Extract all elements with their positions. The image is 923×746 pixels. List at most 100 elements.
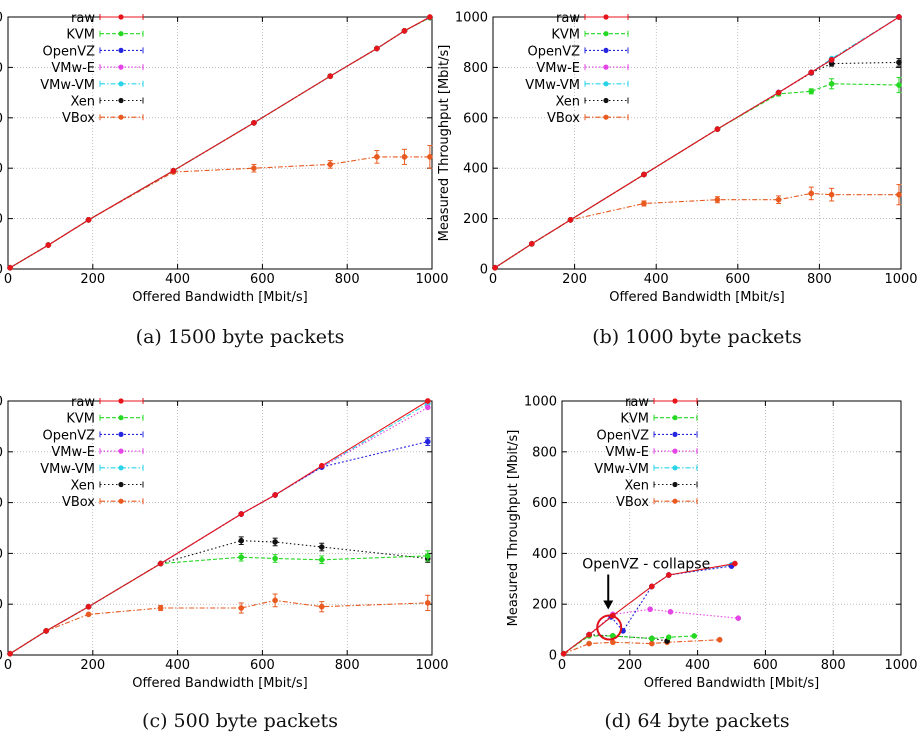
data-point [896,59,902,66]
data-point [492,264,498,271]
x-tick-label: 0 [558,658,566,673]
x-tick-label: 800 [807,272,832,287]
y-tick-label: 1000 [0,395,3,410]
legend-marker [672,481,678,488]
data-point [424,553,431,559]
x-tick-label: 400 [165,658,190,673]
chart-panel-c: 0 200 400 600 800 1000 0 200 400 600 800 1000 Offere… [0,395,449,733]
data-point [828,56,835,63]
data-point [586,640,592,647]
chart-panel-d: 0 200 400 600 800 1000 0 200 400 600 800 1000 Offere… [506,395,918,733]
legend-label: VBox [616,495,649,510]
data-point [318,556,325,563]
legend-marker [118,114,124,120]
legend-marker [118,498,124,504]
data-point [272,492,278,498]
series-line [9,599,428,655]
data-point [85,217,92,223]
data-point [401,28,408,34]
y-tick-label: 400 [463,162,488,177]
annotation-arrowhead [603,600,614,610]
plot-frame [7,16,433,270]
data-point [374,154,380,160]
legend-label: VMw-E [51,445,95,460]
y-axis-label: Measured Throughput [Mbit/s] [506,430,521,627]
data-point [238,511,245,517]
series-line [9,555,428,655]
data-point [714,126,721,132]
x-tick-label: 1000 [415,658,448,673]
legend-marker [672,498,678,504]
data-point [775,89,782,96]
data-point [896,191,902,198]
series-line [494,192,899,269]
series-line [563,563,735,655]
annotation: OpenVZ - collapse [582,557,710,641]
data-point [157,560,164,567]
legend-marker [118,481,124,488]
data-point [567,217,574,223]
legend-marker [603,114,609,120]
y-tick-label: 1000 [455,11,488,26]
legend-label: KVM [620,412,649,427]
y-tick-label: 600 [0,496,3,511]
legend-label: Xen [70,479,95,494]
data-point [157,605,164,611]
data-point [251,119,257,126]
legend-label: KVM [551,28,580,43]
legend-marker [118,415,124,421]
y-tick-label: 800 [463,61,488,76]
data-point [424,438,431,445]
y-tick-label: 600 [0,111,3,126]
data-point [586,631,592,638]
y-tick-label: 800 [0,61,3,76]
data-point [735,615,742,622]
x-tick-label: 800 [335,272,360,287]
legend-label: raw [71,395,95,410]
x-tick-label: 200 [80,272,105,287]
data-point [272,597,278,604]
series-line [563,608,739,655]
legend-label: Xen [70,95,95,110]
data-point [808,88,815,95]
data-point [641,171,647,178]
data-point [85,603,92,610]
data-point [318,603,325,610]
x-tick-label: 200 [617,658,642,673]
legend-marker [118,448,124,454]
legend-label: raw [625,395,649,410]
legend-label: VMw-VM [525,78,580,93]
legend-marker [118,431,124,437]
legend-label: KVM [66,412,95,427]
legend-marker [672,465,678,471]
x-tick-label: 1000 [415,272,448,287]
data-point [714,196,721,203]
x-tick-label: 600 [250,272,275,287]
y-tick-label: 600 [532,496,557,511]
legend-marker [118,64,124,70]
legend-label: OpenVZ [42,428,95,443]
data-point [648,635,655,642]
data-point [665,572,672,578]
data-point [318,462,325,469]
data-point [716,636,723,643]
legend-label: OpenVZ [596,428,649,443]
data-point [808,69,815,76]
legend-label: Xen [555,95,580,110]
plot-frame [492,16,902,270]
series-line [563,639,720,655]
legend-marker [603,14,609,20]
y-tick-label: 0 [480,263,488,278]
data-point [238,605,245,611]
chart-panel-a: 0 200 400 600 800 1000 0 200 400 600 800 1000 Offere… [0,11,449,349]
legend-marker [672,431,678,437]
y-tick-label: 0 [0,649,3,664]
panel-caption: (c) 500 byte packets [142,710,338,732]
legend-label: OpenVZ [527,44,580,59]
chart-panel-b: 0 200 400 600 800 1000 0 200 400 600 800 1000 Offere… [437,11,918,349]
data-point [272,539,278,545]
legend-marker [603,97,609,104]
legend-marker [118,398,124,404]
x-tick-label: 600 [725,272,750,287]
